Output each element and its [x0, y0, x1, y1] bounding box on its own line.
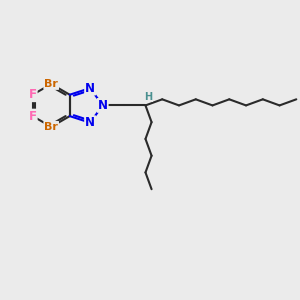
Text: Br: Br: [44, 122, 58, 132]
Text: F: F: [29, 88, 37, 101]
Text: Br: Br: [44, 79, 58, 89]
Text: H: H: [144, 92, 152, 101]
Text: F: F: [29, 110, 37, 123]
Text: N: N: [98, 99, 108, 112]
Text: N: N: [85, 116, 95, 129]
Text: N: N: [85, 82, 95, 94]
